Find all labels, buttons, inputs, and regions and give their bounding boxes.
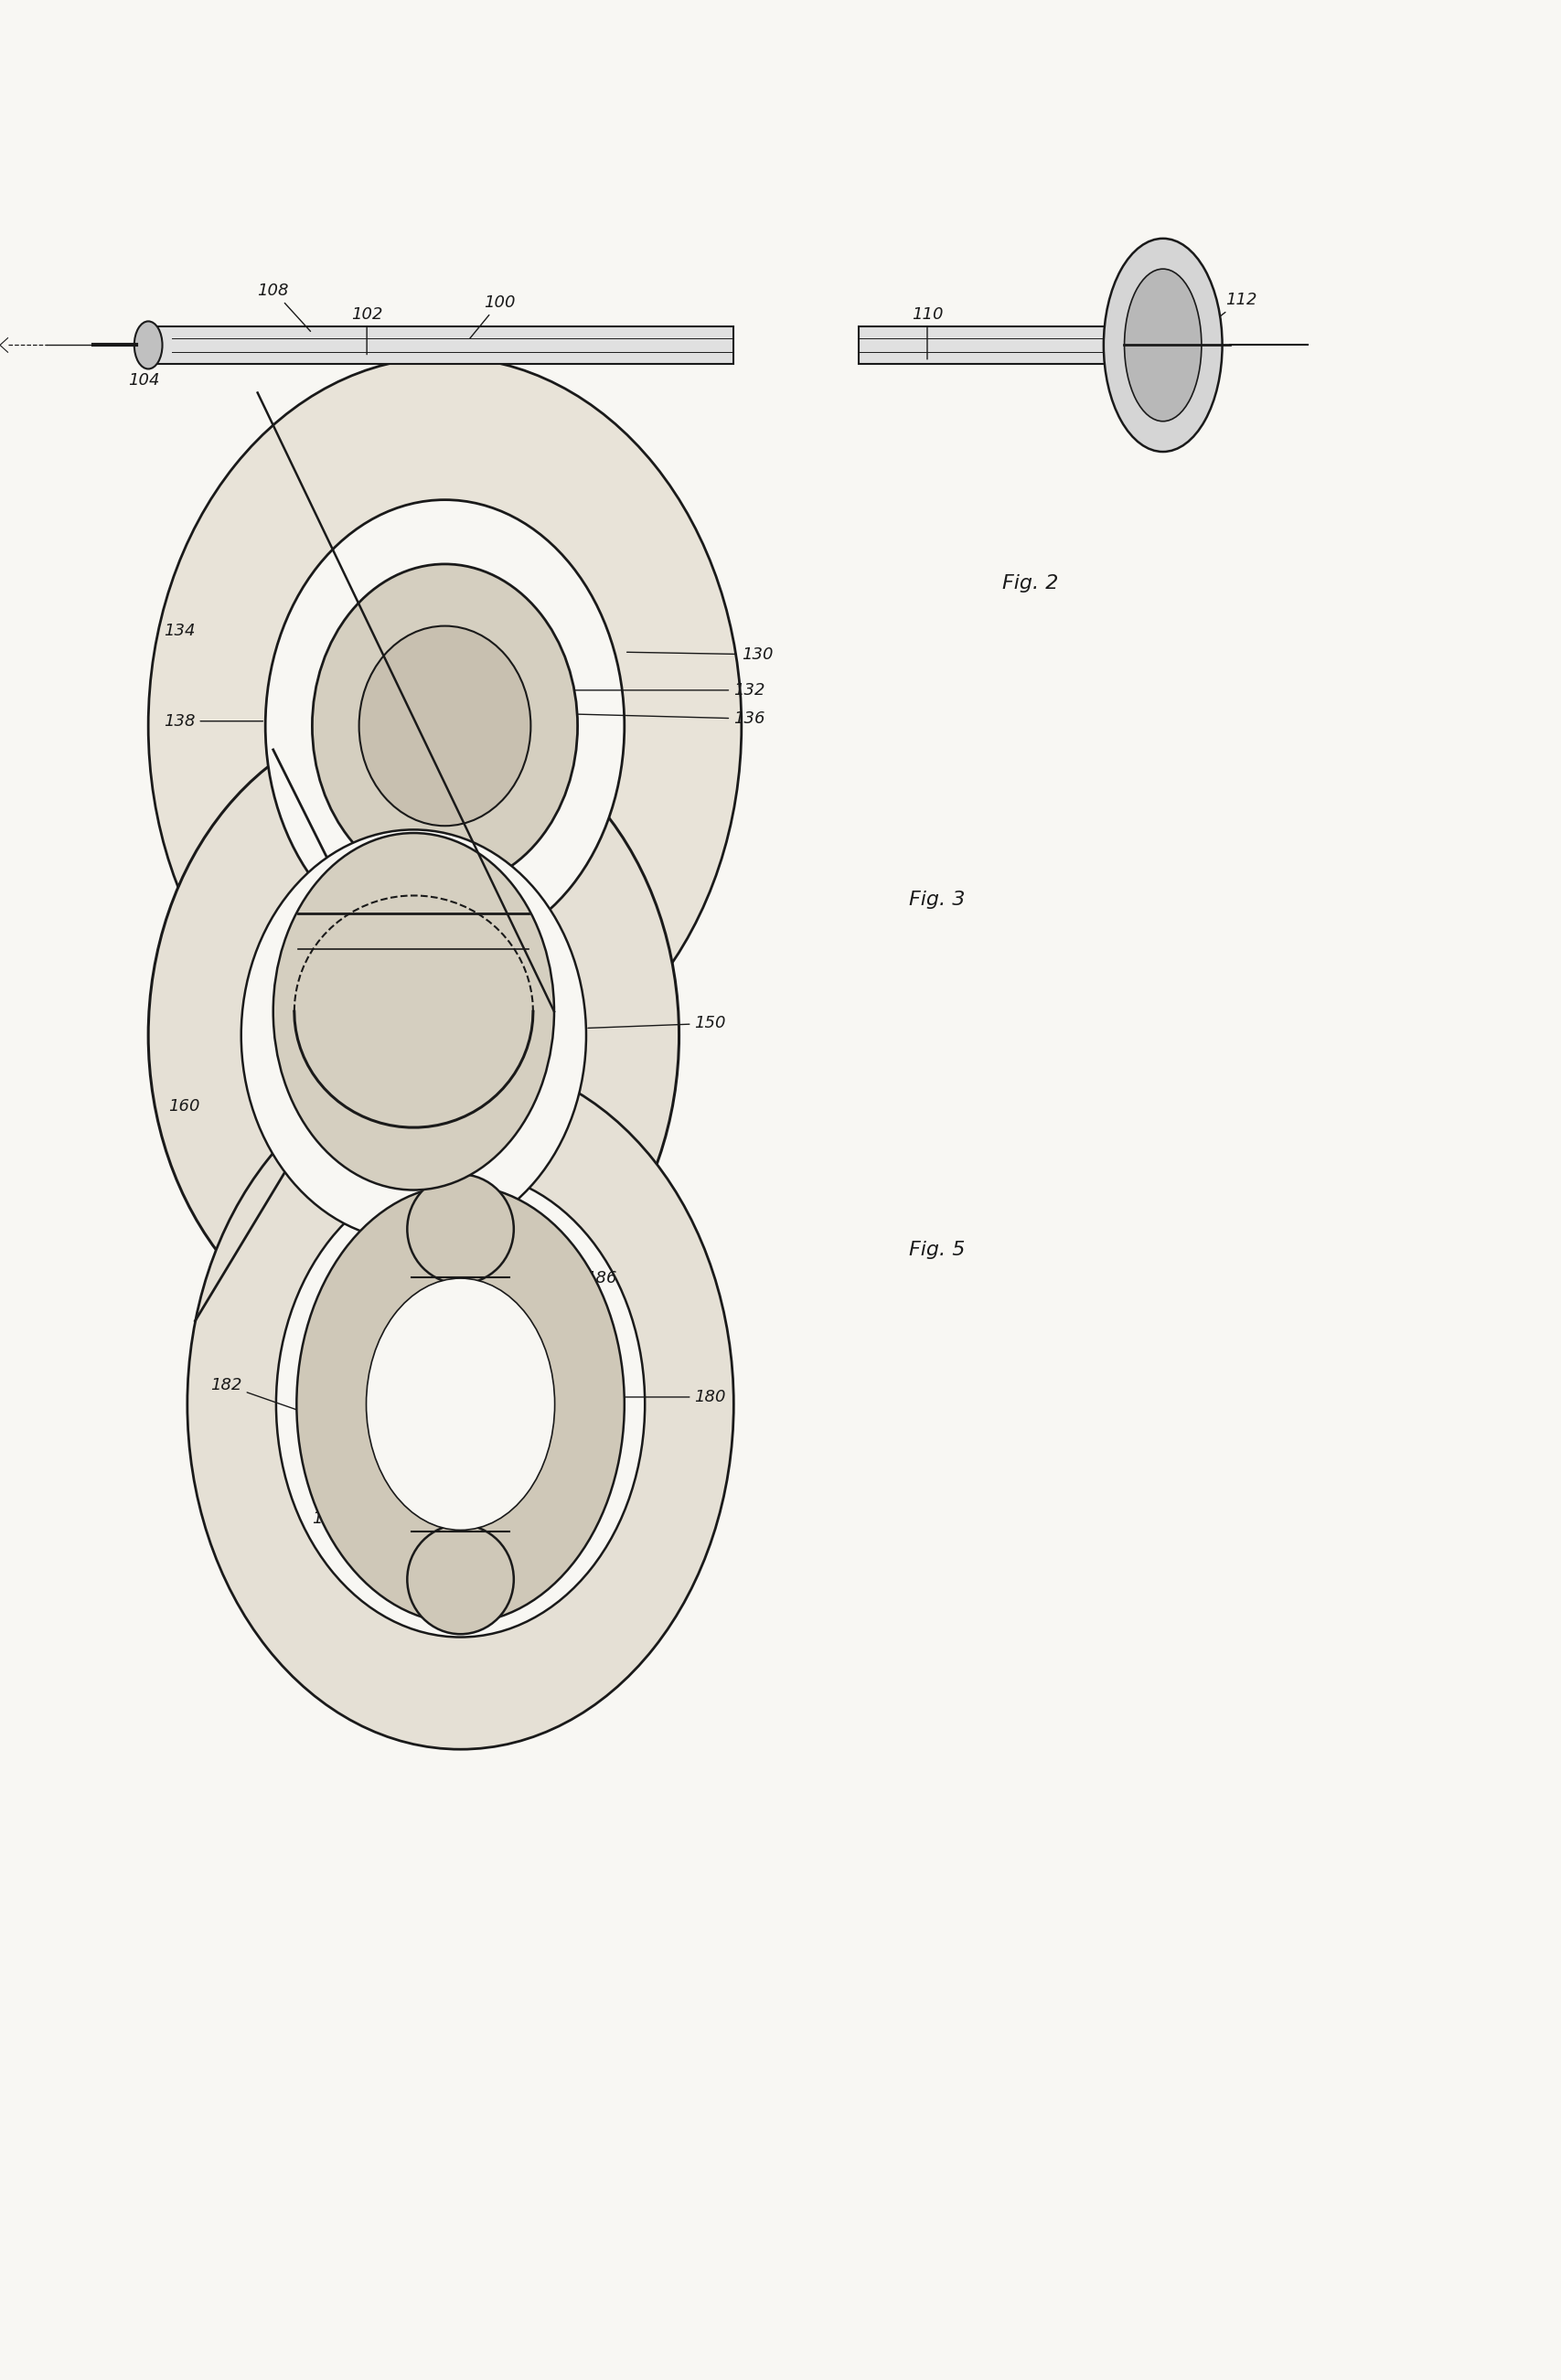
Ellipse shape: [276, 1171, 645, 1637]
Text: 104: 104: [128, 374, 159, 388]
Text: 102: 102: [351, 307, 382, 355]
Text: 150: 150: [588, 1016, 726, 1031]
Text: 106: 106: [1147, 374, 1179, 407]
Ellipse shape: [265, 500, 624, 952]
Text: 134: 134: [164, 624, 195, 638]
Ellipse shape: [312, 564, 578, 888]
Text: 130: 130: [628, 647, 773, 662]
Text: 184: 184: [312, 1495, 418, 1526]
Polygon shape: [156, 326, 734, 364]
Ellipse shape: [359, 626, 531, 826]
Text: 132: 132: [549, 683, 765, 697]
Text: Fig. 3: Fig. 3: [909, 890, 965, 909]
Text: 186: 186: [545, 1271, 617, 1307]
Ellipse shape: [407, 1526, 514, 1635]
Ellipse shape: [148, 357, 741, 1095]
Text: 160: 160: [169, 1100, 200, 1114]
Text: 180: 180: [618, 1390, 726, 1404]
Text: 108: 108: [258, 283, 311, 331]
Text: 162: 162: [493, 1088, 554, 1119]
Text: 182: 182: [211, 1378, 298, 1411]
Text: Fig. 2: Fig. 2: [1002, 574, 1058, 593]
Text: 110: 110: [912, 307, 943, 359]
Text: 188: 188: [434, 1259, 465, 1299]
Ellipse shape: [148, 714, 679, 1357]
Text: Fig. 1: Fig. 1: [1111, 281, 1168, 300]
Text: 138: 138: [164, 714, 262, 728]
Text: 100: 100: [470, 295, 515, 338]
Text: 136: 136: [573, 712, 765, 726]
Ellipse shape: [187, 1059, 734, 1749]
Ellipse shape: [1104, 238, 1222, 452]
Text: 152: 152: [289, 921, 334, 959]
Text: 190: 190: [478, 1495, 512, 1535]
Text: 112: 112: [1194, 293, 1257, 336]
Ellipse shape: [297, 1185, 624, 1623]
Ellipse shape: [134, 321, 162, 369]
Polygon shape: [859, 326, 1124, 364]
Ellipse shape: [367, 1278, 554, 1530]
Text: 154: 154: [485, 926, 554, 962]
Ellipse shape: [1124, 269, 1202, 421]
Ellipse shape: [273, 833, 554, 1190]
Ellipse shape: [240, 831, 587, 1240]
Text: Fig. 5: Fig. 5: [909, 1240, 965, 1259]
Text: 140: 140: [400, 616, 445, 669]
Ellipse shape: [407, 1173, 514, 1283]
